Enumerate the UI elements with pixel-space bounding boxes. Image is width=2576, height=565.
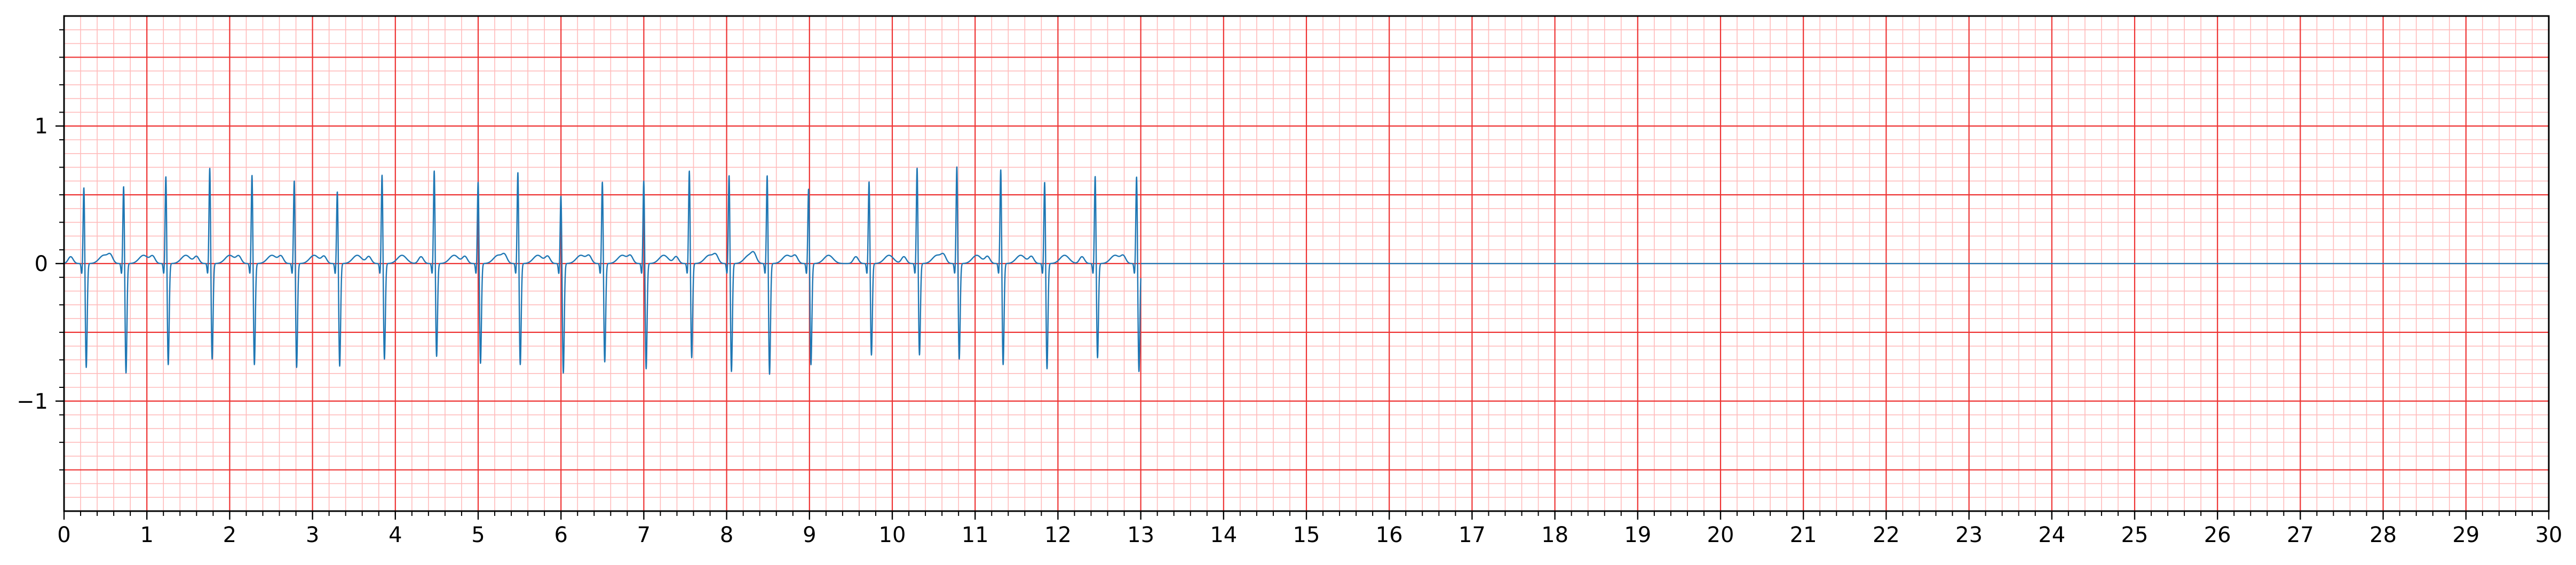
x-tick-label: 5 [471,523,485,547]
x-tick-label: 10 [879,523,906,547]
x-tick-label: 8 [720,523,733,547]
x-tick-label: 9 [803,523,816,547]
x-tick-label: 26 [2204,523,2231,547]
x-tick-label: 16 [1376,523,1403,547]
x-tick-label: 12 [1044,523,1072,547]
y-axis-tick-labels: −1 0 1 [17,114,48,414]
x-tick-label: 17 [1459,523,1486,547]
y-tick-label: 0 [35,252,48,276]
x-tick-label: 30 [2535,523,2563,547]
x-tick-label: 18 [1541,523,1568,547]
x-axis-tick-labels: 0 1 2 3 4 5 6 7 8 9 10 11 12 13 14 15 16 17 18 19 20 21 22 23 24… [57,523,2562,547]
x-tick-label: 27 [2287,523,2314,547]
x-tick-label: 7 [637,523,651,547]
x-tick-label: 2 [223,523,236,547]
x-tick-label: 28 [2369,523,2397,547]
ecg-signal [64,166,2549,375]
x-tick-label: 11 [962,523,989,547]
ecg-trace-0 [64,166,1142,375]
y-axis-ticks [56,29,64,471]
x-tick-label: 6 [554,523,567,547]
x-tick-label: 4 [389,523,402,547]
x-tick-label: 24 [2038,523,2065,547]
y-tick-label: −1 [17,389,48,414]
x-tick-label: 20 [1707,523,1734,547]
x-tick-label: 19 [1624,523,1651,547]
x-tick-label: 14 [1210,523,1237,547]
x-tick-label: 0 [57,523,70,547]
x-tick-label: 22 [1873,523,1900,547]
x-axis-ticks [63,511,2550,520]
x-tick-label: 23 [1955,523,1983,547]
x-tick-label: 21 [1790,523,1817,547]
x-tick-label: 15 [1293,523,1320,547]
x-tick-label: 13 [1127,523,1154,547]
y-tick-label: 1 [35,114,48,139]
x-tick-label: 25 [2121,523,2149,547]
x-tick-label: 29 [2452,523,2479,547]
x-tick-label: 1 [140,523,153,547]
x-tick-label: 3 [306,523,319,547]
